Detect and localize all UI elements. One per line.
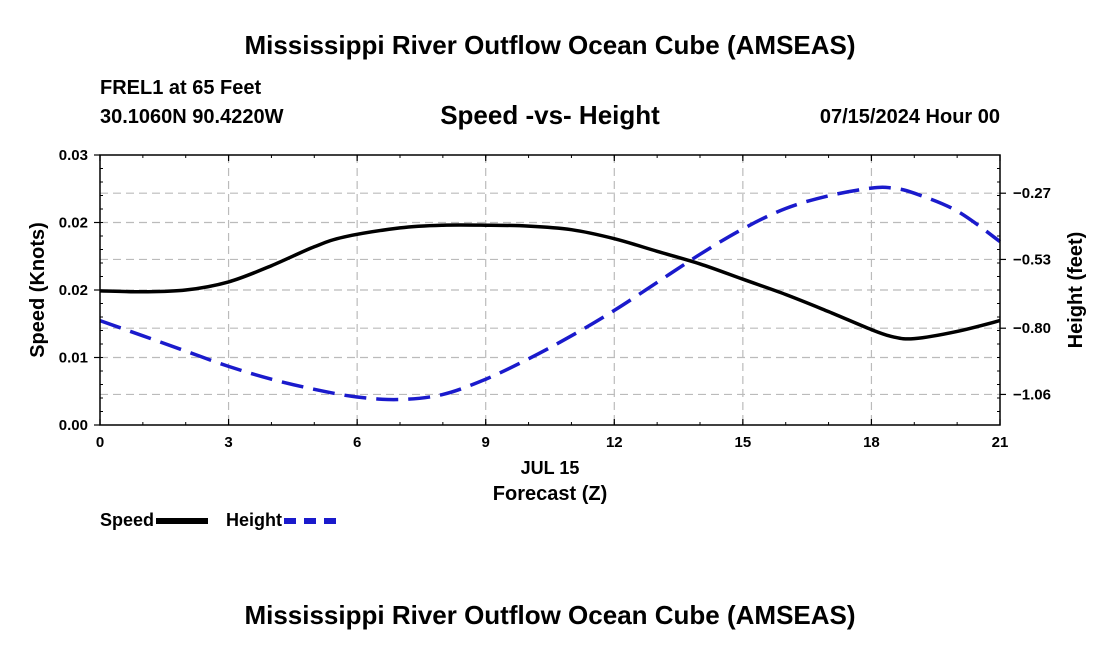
x-tick-label: 9 (482, 434, 490, 451)
forecast-date: 07/15/2024 Hour 00 (819, 106, 1000, 128)
x-tick-label: 0 (96, 434, 104, 451)
series-line-height (99, 185, 1002, 402)
y-tick-label-left: 0.02 (59, 215, 88, 232)
legend-speed-swatch (156, 517, 209, 524)
chart-subtitle: Speed -vs- Height (440, 100, 660, 130)
grid (100, 155, 1000, 425)
legend-height-swatch (284, 517, 337, 524)
x-tick-label: 15 (735, 434, 752, 451)
x-tick-label: 18 (863, 434, 880, 451)
y-axis-label-left: Speed (Knots) (27, 222, 49, 358)
legend-speed-label: Speed (100, 510, 155, 530)
legend: Speed Height (100, 510, 354, 531)
footer-title: Mississippi River Outflow Ocean Cube (AM… (244, 600, 856, 630)
legend-item-height: Height (226, 510, 337, 531)
legend-height-label: Height (226, 510, 283, 530)
y-tick-label-right: −0.53 (1013, 251, 1051, 268)
series-line-speed (99, 223, 1001, 341)
x-tick-label: 21 (992, 434, 1009, 451)
legend-item-speed: Speed (100, 510, 209, 531)
y-tick-label-right: −0.80 (1013, 320, 1051, 337)
y-tick-label-right: −1.06 (1013, 386, 1051, 403)
y-tick-label-left: 0.03 (59, 147, 88, 164)
chart-title: Mississippi River Outflow Ocean Cube (AM… (244, 30, 856, 60)
x-axis-date-label: JUL 15 (521, 458, 580, 478)
chart-canvas: 0 3 6 9 12 15 18 21 0.00 0.01 0.02 0.02 0.03 −1.06 −0.… (27, 147, 1087, 505)
station-coords: 30.1060N 90.4220W (100, 106, 284, 128)
x-tick-label: 6 (353, 434, 361, 451)
x-axis-label: Forecast (Z) (493, 483, 607, 505)
station-label: FREL1 at 65 Feet (100, 77, 262, 99)
y-tick-label-left: 0.01 (59, 350, 88, 367)
x-tick-label: 12 (606, 434, 623, 451)
x-tick-label: 3 (224, 434, 232, 451)
y-axis-label-right: Height (feet) (1065, 232, 1087, 349)
axes: 0 3 6 9 12 15 18 21 0.00 0.01 0.02 0.02 0.03 −1.06 −0.… (59, 147, 1051, 451)
y-tick-label-left: 0.02 (59, 282, 88, 299)
y-tick-label-left: 0.00 (59, 417, 88, 434)
series-layer (99, 185, 1002, 402)
y-tick-label-right: −0.27 (1013, 185, 1051, 202)
